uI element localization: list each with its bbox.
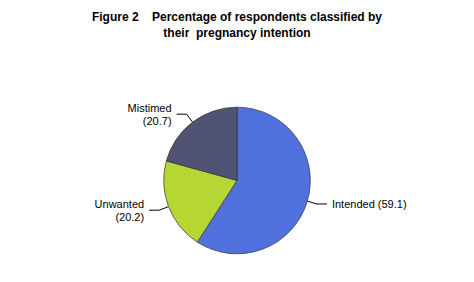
svg-text:Unwanted: Unwanted xyxy=(95,198,145,210)
svg-text:Mistimed: Mistimed xyxy=(128,102,172,114)
svg-text:(20.2): (20.2) xyxy=(115,211,144,223)
svg-text:their pregnancy intention: their pregnancy intention xyxy=(163,26,310,40)
svg-text:Figure 2 Percentage of resp: Figure 2 Percentage of respondents class… xyxy=(92,10,382,24)
svg-text:Intended (59.1): Intended (59.1) xyxy=(332,198,407,210)
svg-text:(20.7): (20.7) xyxy=(143,115,172,127)
